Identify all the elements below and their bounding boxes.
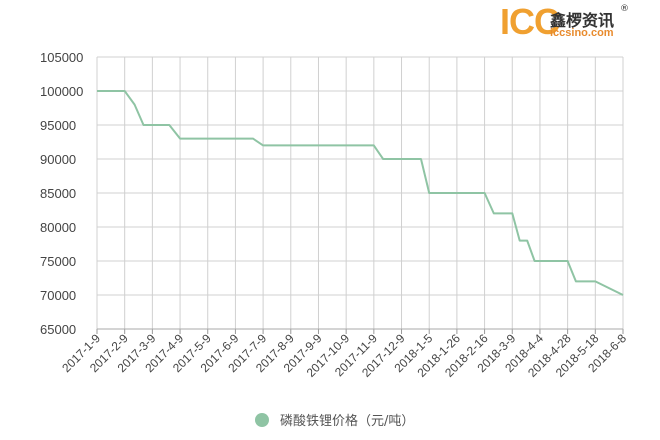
series-line [97,90,624,296]
y-tick-label: 70000 [40,288,76,303]
legend-label: 磷酸铁锂价格（元/吨） [280,413,414,429]
y-tick-label: 65000 [40,322,76,337]
series-layer [97,90,624,296]
grid-lines [96,56,624,334]
y-tick-label: 75000 [40,254,76,269]
y-tick-label: 100000 [40,84,83,99]
y-tick-label: 80000 [40,220,76,235]
icc-logo: ICC 鑫椤资讯 ® iccsino.com [500,4,640,44]
y-tick-label: 105000 [40,50,83,65]
legend: 磷酸铁锂价格（元/吨） [255,413,414,429]
registered-mark: ® [620,4,629,14]
logo-site: iccsino.com [550,27,614,39]
y-tick-label: 85000 [40,186,76,201]
logo-mark: ICC [500,1,560,42]
y-tick-label: 95000 [40,118,76,133]
y-axis-ticks: 65000 70000 75000 80000 85000 90000 95000 10000… [40,50,83,337]
logo-name: 鑫椤资讯 [550,11,615,30]
legend-marker [255,413,269,427]
y-tick-label: 90000 [40,152,76,167]
x-axis-ticks: 2017-1-92017-2-92017-3-92017-4-92017-5-9… [59,331,629,380]
